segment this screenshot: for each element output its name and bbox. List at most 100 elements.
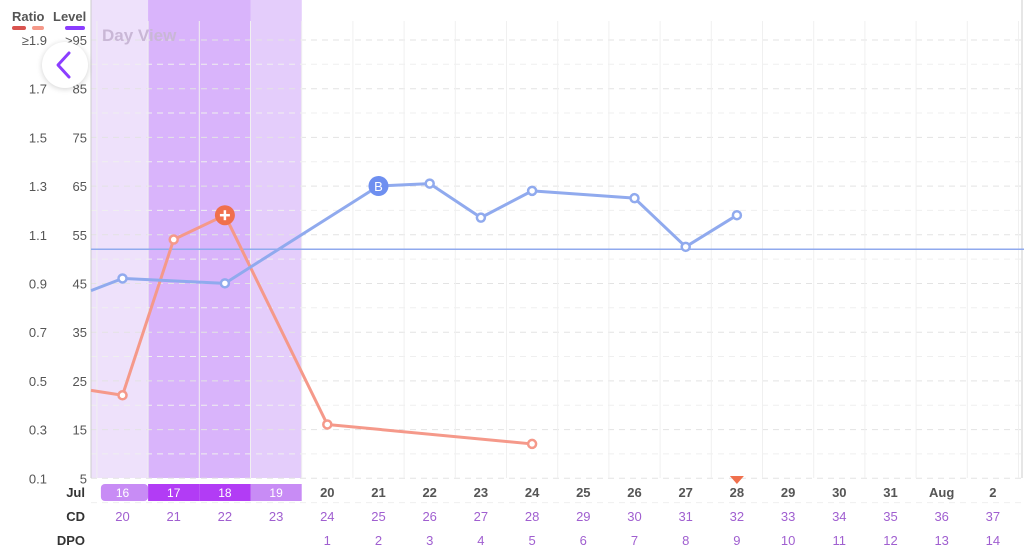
cd-value: 36 <box>934 509 948 524</box>
level-data-point <box>680 241 691 253</box>
cd-value: 22 <box>218 509 232 524</box>
cd-value: 30 <box>627 509 641 524</box>
date-label: 27 <box>678 485 692 500</box>
date-label: 22 <box>422 485 436 500</box>
ratio-legend-bar-2 <box>32 26 44 30</box>
dpo-value: 5 <box>528 533 535 548</box>
level-data-point <box>526 185 538 197</box>
y-right-tick: 45 <box>73 277 87 292</box>
cd-value: 32 <box>730 509 744 524</box>
b-marker-label: B <box>374 179 383 194</box>
date-label: 26 <box>627 485 641 500</box>
y-left-tick: 0.1 <box>29 471 47 486</box>
date-label: 21 <box>371 485 385 500</box>
dpo-value: 12 <box>883 533 897 548</box>
ratio-data-point <box>117 390 128 401</box>
y-left-tick: 0.7 <box>29 325 47 340</box>
y-right-tick: 35 <box>73 325 87 340</box>
level-data-point <box>475 212 487 223</box>
cd-value: 20 <box>115 509 129 524</box>
month-label: Jul <box>66 485 85 500</box>
date-label: 2 <box>989 485 996 500</box>
y-left-tick: 0.9 <box>29 277 47 292</box>
cd-value: 33 <box>781 509 795 524</box>
cd-value: 24 <box>320 509 334 524</box>
cd-value: 25 <box>371 509 385 524</box>
dpo-value: 8 <box>682 533 689 548</box>
date-label: 18 <box>218 486 232 500</box>
date-label: 16 <box>116 486 130 500</box>
dpo-row-label: DPO <box>57 533 85 548</box>
cd-value: 31 <box>678 509 692 524</box>
cd-value: 37 <box>986 509 1000 524</box>
ratio-data-point <box>322 419 333 430</box>
dpo-value: 14 <box>986 533 1000 548</box>
y-right-tick: 85 <box>73 82 87 97</box>
y-left-tick: ≥1.9 <box>22 33 47 48</box>
y-right-tick: 55 <box>73 228 87 243</box>
level-header: Level <box>53 9 87 24</box>
dpo-value: 7 <box>631 533 638 548</box>
ratio-legend-bar <box>12 26 26 30</box>
dpo-value: 9 <box>733 533 740 548</box>
date-pill <box>250 484 302 501</box>
cd-value: 29 <box>576 509 590 524</box>
y-left-tick: 1.3 <box>29 179 47 194</box>
date-label: 31 <box>883 485 897 500</box>
y-right-tick: 5 <box>80 471 87 486</box>
dpo-value: 6 <box>580 533 587 548</box>
y-left-tick: 1.7 <box>29 82 47 97</box>
cd-value: 23 <box>269 509 283 524</box>
chevron-left-icon <box>56 51 71 79</box>
date-label: 25 <box>576 485 590 500</box>
back-button[interactable] <box>42 42 88 88</box>
level-data-point <box>629 192 640 204</box>
dpo-value: 3 <box>426 533 433 548</box>
date-label: 20 <box>320 485 334 500</box>
day-view-label: Day View <box>102 26 177 45</box>
date-label: 28 <box>730 485 744 500</box>
ratio-data-point <box>168 234 179 245</box>
y-left-tick: 0.3 <box>29 423 47 438</box>
cd-row-label: CD <box>66 509 85 524</box>
level-data-point <box>117 273 128 284</box>
y-right-tick: 25 <box>73 374 87 389</box>
ratio-header: Ratio <box>12 9 45 24</box>
date-label: 17 <box>167 486 181 500</box>
level-data-point <box>731 209 743 221</box>
date-label: 24 <box>525 485 540 500</box>
dpo-value: 1 <box>324 533 331 548</box>
dpo-value: 10 <box>781 533 795 548</box>
dpo-value: 13 <box>934 533 948 548</box>
cd-value: 26 <box>422 509 436 524</box>
y-right-tick: 15 <box>73 423 87 438</box>
today-marker-icon <box>729 476 744 484</box>
y-left-tick: 1.1 <box>29 228 47 243</box>
date-pill <box>148 484 200 501</box>
cd-value: 35 <box>883 509 897 524</box>
y-right-tick: 75 <box>73 130 87 145</box>
level-series-line <box>90 182 738 293</box>
y-right-tick: 65 <box>73 179 87 194</box>
ratio-series-line <box>90 213 533 446</box>
date-label: 19 <box>269 486 283 500</box>
cd-value: 21 <box>166 509 180 524</box>
b-marker <box>368 176 389 196</box>
cd-value: 28 <box>525 509 539 524</box>
date-label: Aug <box>929 485 954 500</box>
cd-value: 27 <box>474 509 488 524</box>
dpo-value: 2 <box>375 533 382 548</box>
level-legend-bar <box>65 26 85 30</box>
date-label: 30 <box>832 485 846 500</box>
date-pill <box>199 484 251 501</box>
ratio-data-point <box>526 438 538 450</box>
cd-value: 34 <box>832 509 846 524</box>
level-data-point <box>424 178 435 189</box>
dpo-value: 11 <box>833 533 847 548</box>
y-left-tick: 1.5 <box>29 130 47 145</box>
level-data-point <box>219 278 231 289</box>
date-label: 23 <box>474 485 488 500</box>
y-left-tick: 0.5 <box>29 374 47 389</box>
dpo-value: 4 <box>477 533 484 548</box>
